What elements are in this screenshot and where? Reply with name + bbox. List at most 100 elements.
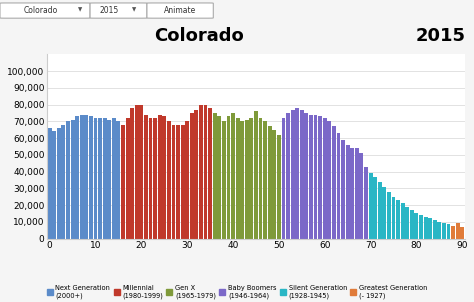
Bar	[162, 116, 166, 239]
Bar	[424, 217, 428, 239]
Bar	[218, 116, 221, 239]
Bar	[204, 104, 208, 239]
Bar	[190, 113, 194, 239]
Bar	[135, 104, 139, 239]
Bar	[139, 104, 143, 239]
Bar	[75, 116, 79, 239]
Bar	[57, 128, 61, 239]
Text: Animate: Animate	[164, 6, 196, 15]
Bar	[153, 118, 157, 239]
Bar	[277, 135, 281, 239]
Bar	[410, 210, 414, 239]
Bar	[227, 116, 230, 239]
Bar	[144, 115, 148, 239]
Bar	[240, 121, 244, 239]
Bar	[456, 223, 460, 239]
Bar	[62, 125, 65, 239]
Bar	[428, 218, 432, 239]
Bar	[323, 118, 327, 239]
Bar	[355, 148, 359, 239]
Bar	[148, 118, 153, 239]
Bar	[328, 121, 331, 239]
Bar	[93, 118, 98, 239]
Bar	[341, 140, 345, 239]
Text: ▼: ▼	[132, 8, 136, 13]
Bar	[263, 121, 267, 239]
Bar	[286, 113, 290, 239]
Bar	[337, 133, 340, 239]
Bar	[387, 192, 391, 239]
Bar	[66, 121, 70, 239]
Bar	[98, 118, 102, 239]
Bar	[364, 167, 368, 239]
Bar	[414, 214, 419, 239]
Bar	[350, 148, 354, 239]
Bar	[48, 128, 52, 239]
FancyBboxPatch shape	[0, 3, 90, 18]
Bar	[346, 145, 350, 239]
Bar	[369, 173, 373, 239]
Bar	[245, 120, 249, 239]
Bar	[465, 233, 469, 239]
Bar	[318, 116, 322, 239]
FancyBboxPatch shape	[147, 3, 213, 18]
Bar	[460, 227, 464, 239]
Bar	[314, 115, 318, 239]
Bar	[52, 131, 56, 239]
Bar	[273, 130, 276, 239]
Bar	[332, 126, 336, 239]
Bar	[199, 104, 203, 239]
Bar	[222, 121, 226, 239]
Bar	[185, 121, 189, 239]
Bar	[304, 113, 308, 239]
Legend: Next Generation
(2000+), Millennial
(1980-1999), Gen X
(1965-1979), Baby Boomers: Next Generation (2000+), Millennial (198…	[46, 285, 428, 299]
Bar	[89, 116, 93, 239]
Bar	[396, 200, 400, 239]
Bar	[259, 118, 263, 239]
Bar	[107, 120, 111, 239]
Bar	[451, 226, 455, 239]
Text: Colorado: Colorado	[24, 6, 58, 15]
Bar	[167, 121, 171, 239]
Text: 2015: 2015	[416, 27, 466, 45]
Bar	[438, 222, 441, 239]
FancyBboxPatch shape	[90, 3, 147, 18]
Bar	[236, 118, 239, 239]
Bar	[254, 111, 258, 239]
Bar	[383, 187, 386, 239]
Bar	[194, 110, 198, 239]
Bar	[295, 108, 299, 239]
Bar	[158, 115, 162, 239]
Bar	[401, 204, 405, 239]
Bar	[419, 215, 423, 239]
Bar	[373, 177, 377, 239]
Bar	[392, 197, 395, 239]
Bar	[181, 125, 184, 239]
Bar	[442, 223, 446, 239]
Bar	[359, 153, 364, 239]
Bar	[172, 125, 175, 239]
Bar	[71, 120, 74, 239]
Bar	[103, 118, 107, 239]
Bar	[447, 224, 450, 239]
Bar	[112, 118, 116, 239]
Bar	[309, 115, 313, 239]
Bar	[300, 110, 304, 239]
Bar	[282, 118, 285, 239]
Text: ▼: ▼	[78, 8, 82, 13]
Bar	[378, 182, 382, 239]
Bar	[249, 118, 253, 239]
Bar	[117, 121, 120, 239]
Bar	[433, 220, 437, 239]
Text: Colorado: Colorado	[154, 27, 244, 45]
Bar	[121, 125, 125, 239]
Text: 2015: 2015	[100, 6, 119, 15]
Bar	[130, 108, 134, 239]
Bar	[80, 115, 84, 239]
Bar	[213, 113, 217, 239]
Bar	[231, 113, 235, 239]
Bar	[126, 118, 129, 239]
Bar	[84, 115, 88, 239]
Bar	[405, 207, 409, 239]
Bar	[268, 126, 272, 239]
